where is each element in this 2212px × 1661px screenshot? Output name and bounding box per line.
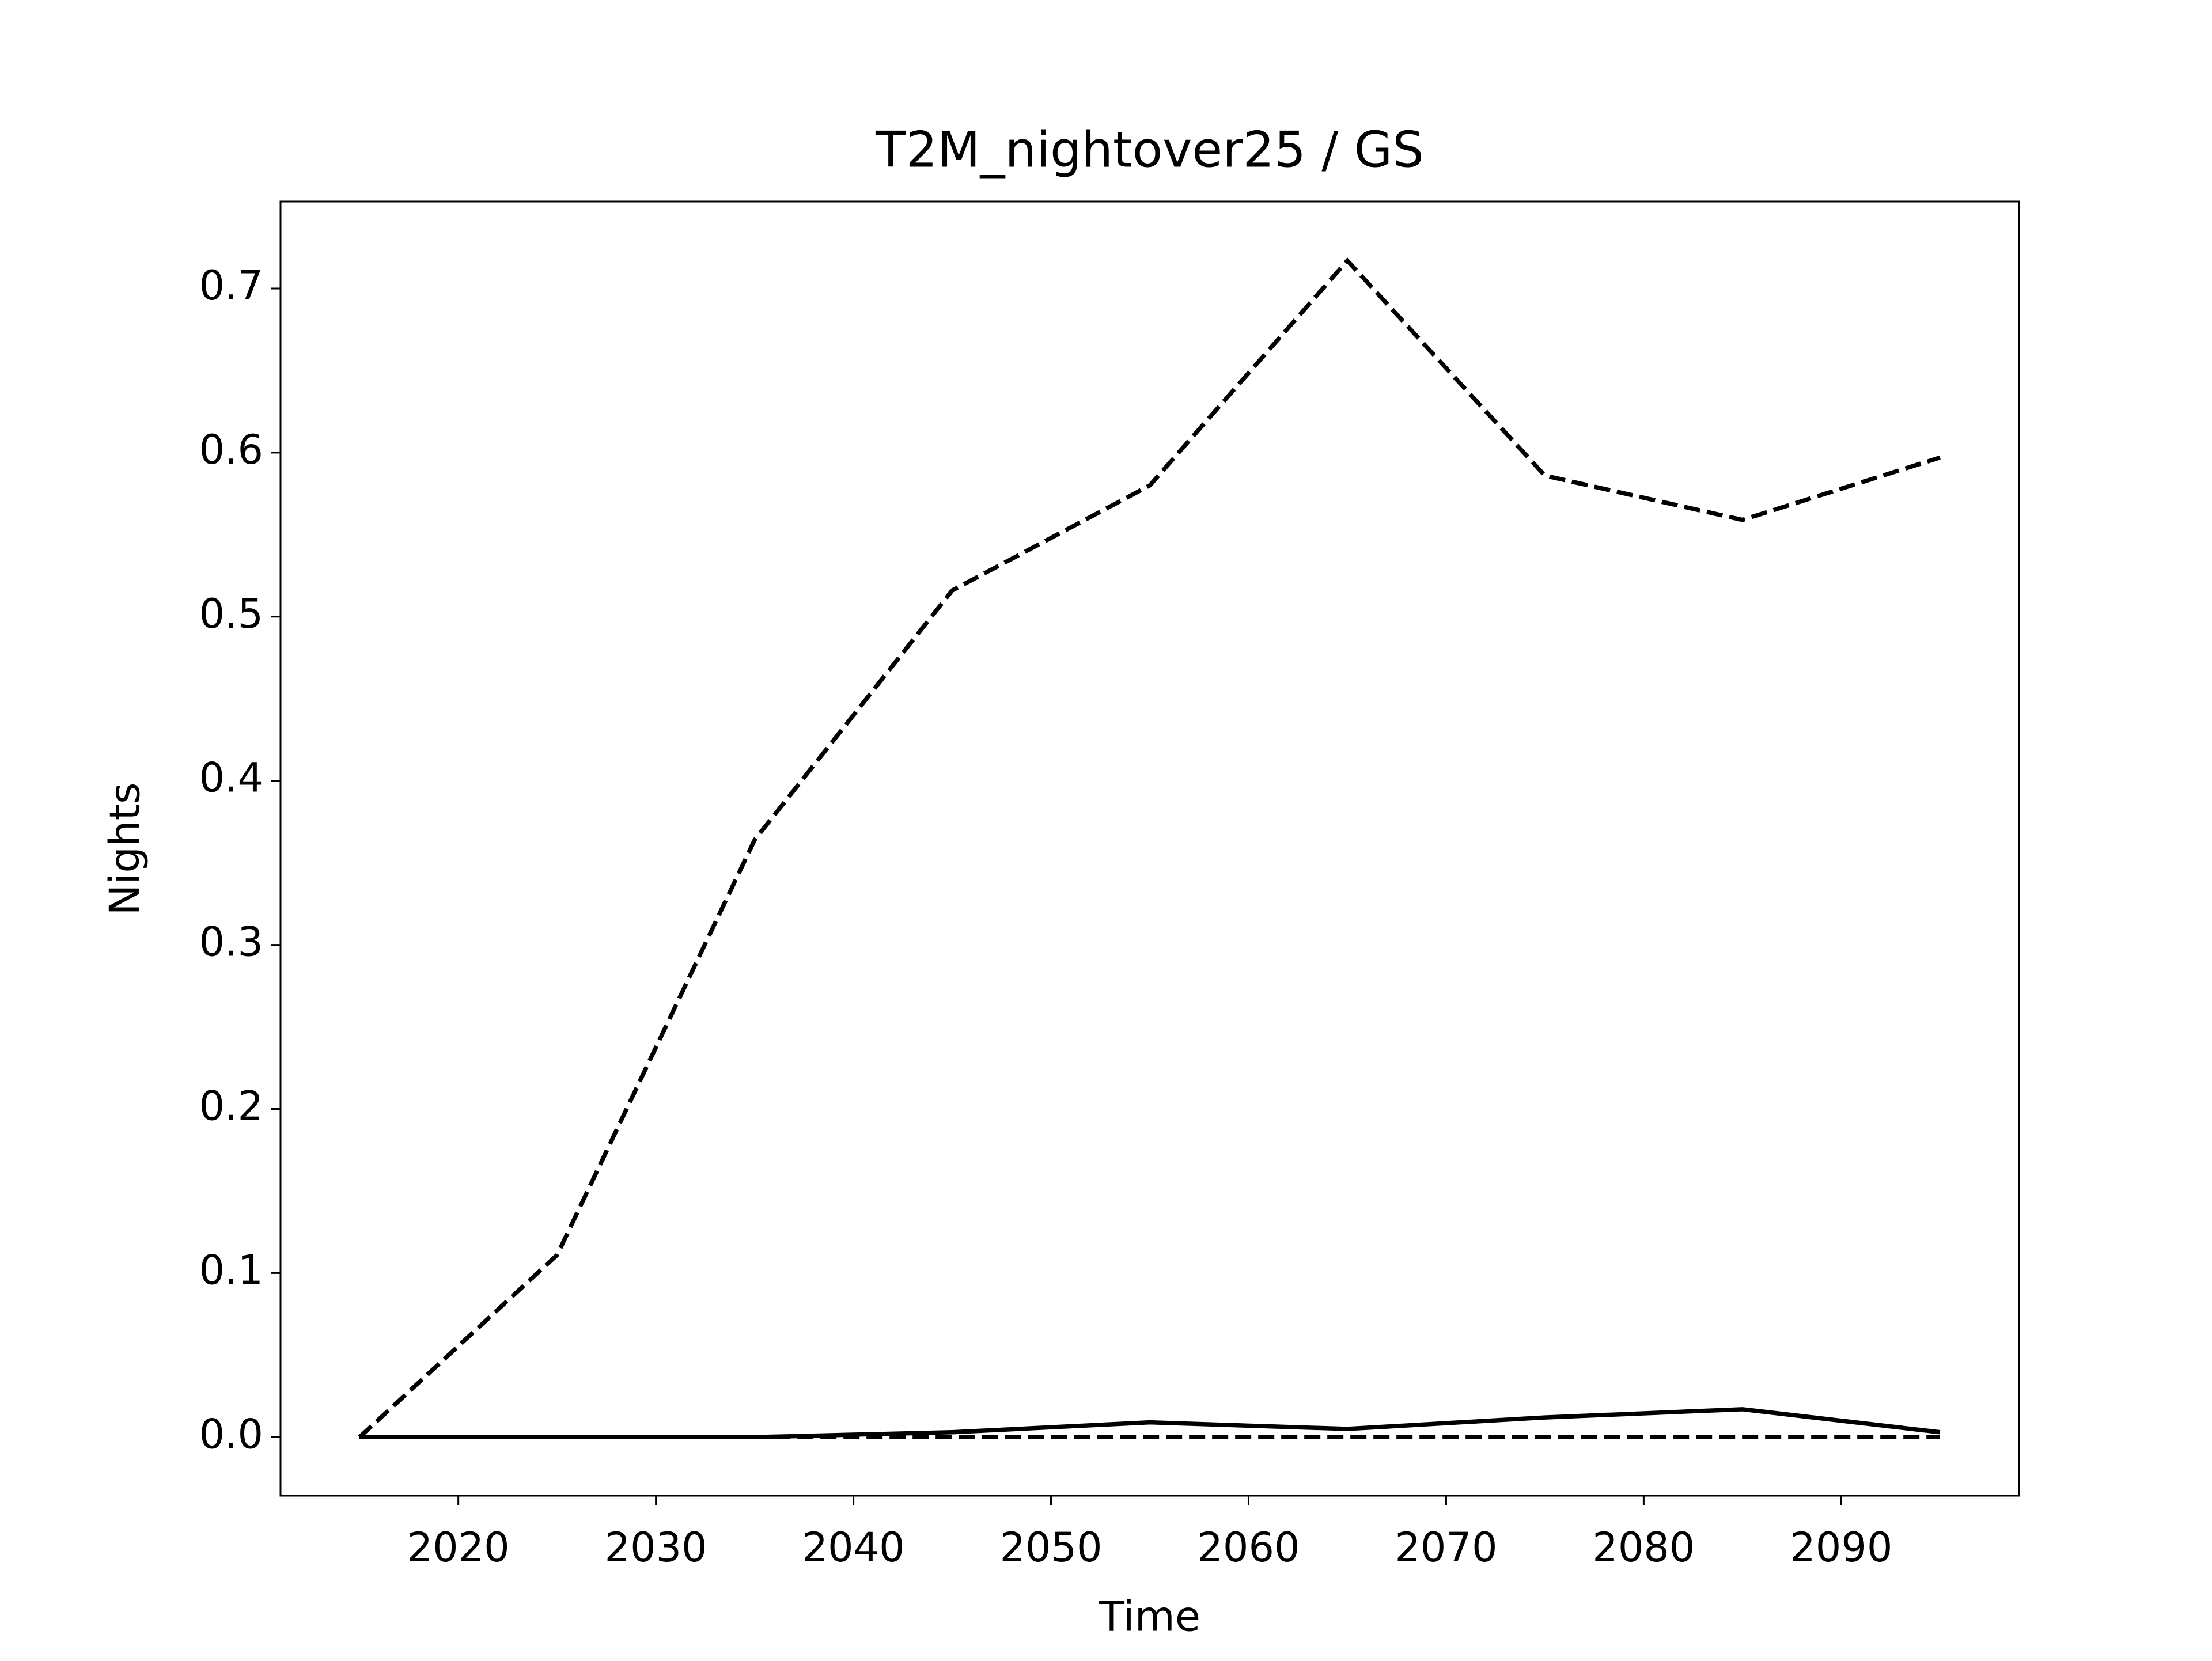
x-tick-label: 2050 xyxy=(999,1524,1102,1571)
y-tick-label: 0.7 xyxy=(199,262,263,309)
series-line xyxy=(358,257,1941,1439)
y-tick-label: 0.3 xyxy=(199,919,263,966)
x-tick-label: 2040 xyxy=(802,1524,904,1571)
y-tick-label: 0.6 xyxy=(199,426,263,473)
x-tick-label: 2020 xyxy=(407,1524,510,1571)
y-tick-label: 0.5 xyxy=(199,590,263,638)
y-tick-label: 0.1 xyxy=(199,1246,263,1294)
y-axis-label: Nights xyxy=(101,783,149,916)
x-tick-label: 2090 xyxy=(1790,1524,1892,1571)
y-tick-label: 0.4 xyxy=(199,754,263,802)
y-tick-label: 0.0 xyxy=(199,1410,263,1458)
x-tick-label: 2060 xyxy=(1197,1524,1300,1571)
x-tick-label: 2080 xyxy=(1592,1524,1695,1571)
y-tick-label: 0.2 xyxy=(199,1083,263,1130)
x-tick-label: 2030 xyxy=(605,1524,707,1571)
chart-title: T2M_nightover25 / GS xyxy=(875,121,1424,179)
plot-frame xyxy=(279,200,2020,1497)
series-line xyxy=(359,1407,1941,1440)
x-tick-label: 2070 xyxy=(1395,1524,1497,1571)
x-axis-label: Time xyxy=(1099,1592,1200,1641)
